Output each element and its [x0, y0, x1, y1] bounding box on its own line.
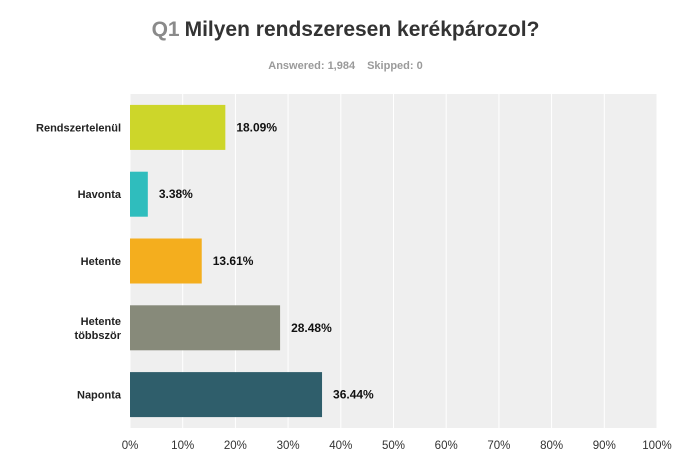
- bar: [130, 305, 281, 351]
- bar-value-label: 18.09%: [236, 120, 277, 134]
- x-tick-label: 60%: [435, 440, 458, 452]
- bar: [130, 238, 202, 284]
- chart-title: Q1 Milyen rendszeresen kerékpározol?: [0, 18, 691, 42]
- category-label: Hetente: [81, 256, 121, 268]
- category-label: Havonta: [78, 189, 122, 201]
- bar-value-label: 36.44%: [333, 388, 374, 402]
- x-tick-label: 40%: [329, 440, 352, 452]
- question-text: Milyen rendszeresen kerékpározol?: [184, 18, 540, 41]
- category-label: Naponta: [77, 390, 122, 402]
- category-labels: Rendszertelenül Havonta Hetente Hetente több…: [36, 122, 122, 401]
- question-number: Q1: [151, 18, 180, 41]
- skipped-label: Skipped:: [367, 60, 414, 72]
- value-labels: 18.09% 3.38% 13.61% 28.48% 36.44%: [159, 120, 374, 401]
- answered-count: 1,984: [327, 60, 356, 72]
- x-axis-ticks: 0% 10% 20% 30% 40% 50% 60% 70% 80% 90% 100%: [122, 440, 672, 452]
- x-tick-label: 80%: [540, 440, 563, 452]
- bar-value-label: 13.61%: [213, 254, 254, 268]
- bar: [130, 104, 226, 150]
- x-tick-label: 100%: [642, 440, 671, 452]
- bar-value-label: 3.38%: [159, 187, 193, 201]
- answered-label: Answered:: [268, 60, 325, 72]
- x-tick-label: 70%: [487, 440, 510, 452]
- bar-value-label: 28.48%: [291, 321, 332, 335]
- x-tick-label: 20%: [224, 440, 247, 452]
- x-tick-label: 50%: [382, 440, 405, 452]
- bar: [130, 372, 323, 418]
- bar: [130, 171, 148, 217]
- x-tick-label: 30%: [277, 440, 300, 452]
- x-tick-label: 10%: [171, 440, 194, 452]
- x-tick-label: 0%: [122, 440, 139, 452]
- skipped-count: 0: [416, 60, 423, 72]
- response-stats: Answered: 1,984 Skipped: 0: [0, 60, 691, 72]
- bars: [130, 104, 323, 418]
- category-label: Rendszertelenül: [36, 122, 121, 134]
- x-tick-label: 90%: [593, 440, 616, 452]
- category-label: Hetente többször: [75, 316, 122, 342]
